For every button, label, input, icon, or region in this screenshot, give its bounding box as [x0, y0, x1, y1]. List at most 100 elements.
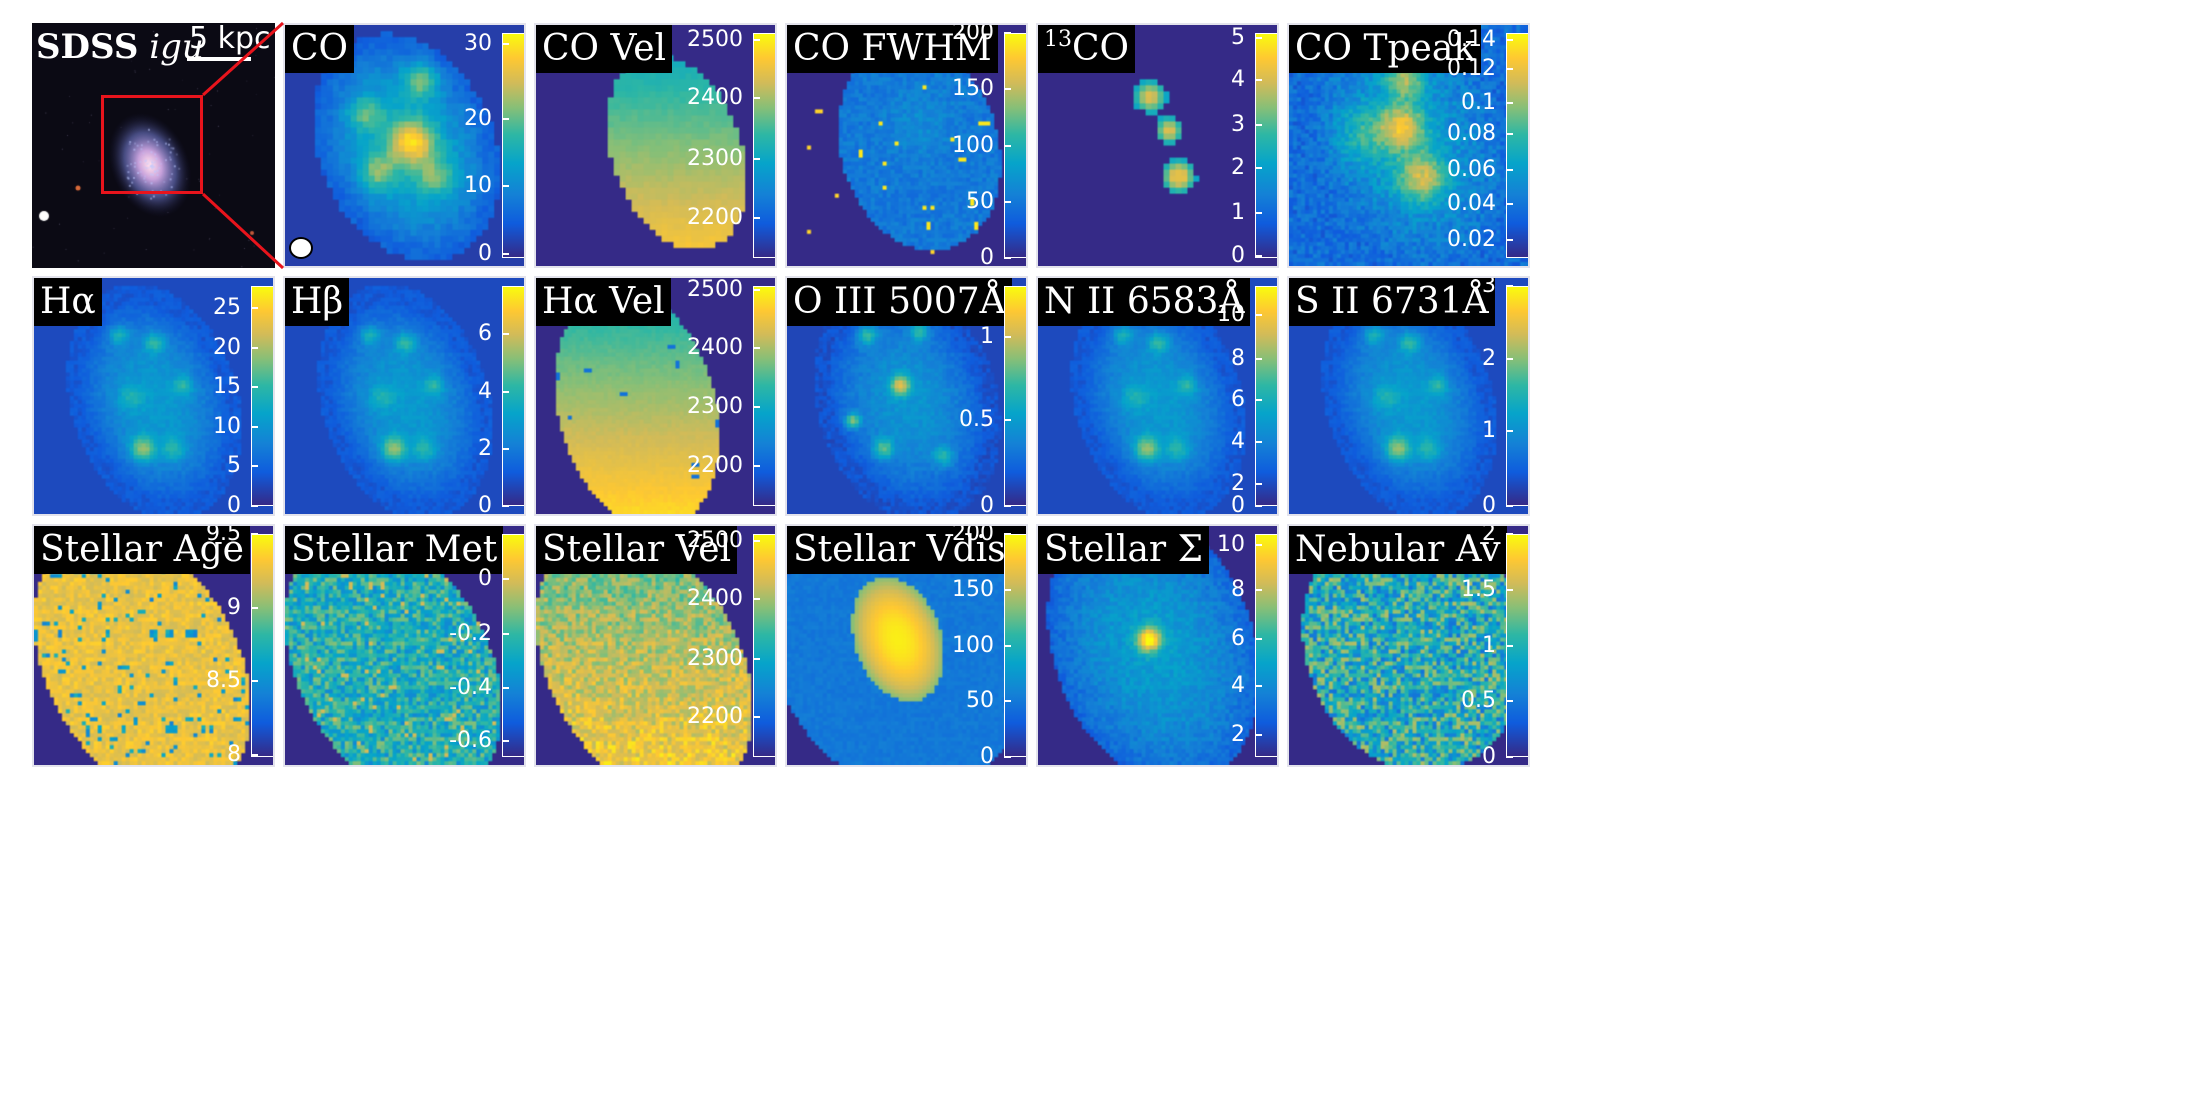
colorbar-tick: 2 [1231, 155, 1245, 180]
hbeta-colorbar [502, 286, 524, 506]
stellar-met-colorbar [502, 534, 524, 757]
colorbar-tick: 0 [1482, 493, 1496, 516]
colorbar-tick: 0 [980, 744, 994, 767]
colorbar-tick: 4 [478, 378, 492, 404]
colorbar-tick: 2 [1482, 524, 1496, 546]
colorbar-tick: 0.04 [1447, 191, 1496, 216]
colorbar-tick: 4 [1231, 429, 1245, 455]
colorbar-tick: 8.5 [206, 668, 241, 694]
oiii-colorbar [1004, 286, 1026, 506]
colorbar-tick: 0 [1231, 242, 1245, 268]
colorbar-tick: 8 [227, 741, 241, 767]
colorbar-tick: 6 [1231, 387, 1245, 413]
panel-co-fwhm: CO FWHM 200 150 100 50 0 [785, 23, 1028, 268]
panel-stellar-vdisp: Stellar Vdisp 200 150 100 50 0 [785, 524, 1028, 767]
colorbar-tick: 0.06 [1447, 157, 1496, 183]
co-fwhm-label: CO FWHM [787, 25, 998, 73]
colorbar-tick: 50 [966, 688, 994, 714]
colorbar-tick: 0 [980, 245, 994, 268]
colorbar-tick: 0.1 [1461, 89, 1496, 115]
nii-label: N II 6583Å [1038, 278, 1251, 326]
sii-label: S II 6731Å [1289, 278, 1495, 326]
halpha-vel-label: Hα Vel [536, 278, 671, 326]
colorbar-tick: 2200 [687, 703, 743, 729]
panel-halpha: Hα 25 20 15 10 5 0 [32, 276, 275, 516]
halpha-colorbar [251, 286, 273, 506]
stellar-age-label: Stellar Age [34, 526, 250, 574]
colorbar-tick: 2500 [687, 527, 743, 553]
colorbar-tick: 0.14 [1447, 26, 1496, 52]
colorbar-tick: 2400 [687, 334, 743, 360]
panel-co: CO 30 20 10 0 [283, 23, 526, 268]
colorbar-tick: 3 [1482, 276, 1496, 298]
scalebar [187, 57, 251, 61]
stellar-vel-colorbar [753, 534, 775, 757]
colorbar-tick: 9 [227, 594, 241, 620]
colorbar-tick: 6 [478, 321, 492, 347]
colorbar-tick: 0 [478, 240, 492, 266]
panel-13co: 13CO 5 4 3 2 1 0 [1036, 23, 1279, 268]
panel-stellar-sigma: Stellar Σ 10 8 6 4 2 [1036, 524, 1279, 767]
colorbar-tick: 2400 [687, 85, 743, 111]
stellar-sigma-label: Stellar Σ [1038, 526, 1210, 574]
colorbar-tick: 5 [1231, 24, 1245, 50]
colorbar-tick: 2 [1482, 345, 1496, 371]
colorbar-tick: 8 [1231, 576, 1245, 602]
panel-sdss: SDSS igu 5 kpc [32, 23, 275, 268]
colorbar-tick: 2200 [687, 453, 743, 479]
colorbar-tick: -0.4 [449, 674, 492, 700]
colorbar-tick: 0 [478, 493, 492, 516]
colorbar-tick: 1.5 [1461, 576, 1496, 602]
halpha-vel-colorbar [753, 286, 775, 506]
sdss-title: SDSS igu [36, 27, 204, 67]
stellar-met-label: Stellar Met [285, 526, 504, 574]
colorbar-tick: -0.2 [449, 621, 492, 647]
colorbar-tick: 200 [952, 23, 994, 45]
beam-ellipse [289, 237, 313, 259]
hbeta-label: Hβ [285, 278, 350, 326]
scalebar-label: 5 kpc [189, 23, 271, 56]
colorbar-tick: 2300 [687, 146, 743, 171]
colorbar-tick: 5 [227, 453, 241, 479]
co-vel-label: CO Vel [536, 25, 673, 73]
nii-colorbar [1255, 286, 1277, 506]
colorbar-tick: 6 [1231, 625, 1245, 651]
colorbar-tick: 0 [227, 493, 241, 516]
colorbar-tick: 150 [952, 576, 994, 602]
colorbar-tick: 150 [952, 76, 994, 102]
colorbar-tick: 8 [1231, 345, 1245, 371]
colorbar-tick: 0.02 [1447, 227, 1496, 252]
co-colorbar [502, 33, 524, 258]
colorbar-tick: 0.12 [1447, 56, 1496, 81]
colorbar-tick: 200 [952, 524, 994, 546]
colorbar-tick: 3 [1231, 112, 1245, 138]
colorbar-tick: 0 [1231, 493, 1245, 516]
colorbar-tick: 10 [213, 413, 241, 439]
colorbar-tick: 9.5 [206, 524, 241, 546]
13co-colorbar [1255, 33, 1277, 258]
colorbar-tick: 10 [1217, 301, 1245, 327]
stellar-vel-label: Stellar Vel [536, 526, 738, 574]
stellar-vdisp-label: Stellar Vdisp [787, 526, 1026, 574]
colorbar-tick: 0 [478, 565, 492, 591]
colorbar-tick: 25 [213, 295, 241, 320]
colorbar-tick: 30 [464, 31, 492, 57]
colorbar-tick: 0 [1482, 744, 1496, 767]
co-vel-colorbar [753, 33, 775, 258]
panel-halpha-vel: Hα Vel 2500 2400 2300 2200 [534, 276, 777, 516]
colorbar-tick: 2 [478, 435, 492, 461]
colorbar-tick: 1 [980, 323, 994, 349]
colorbar-tick: 1 [1482, 418, 1496, 444]
colorbar-tick: 2 [1231, 721, 1245, 747]
colorbar-tick: 1 [1231, 200, 1245, 225]
colorbar-tick: 0.5 [959, 407, 994, 433]
colorbar-tick: 2300 [687, 645, 743, 671]
colorbar-tick: -0.6 [449, 728, 492, 754]
panel-co-tpeak: CO Tpeak 0.14 0.12 0.1 0.08 0.06 0.04 0.02 [1287, 23, 1530, 268]
colorbar-tick: 2400 [687, 585, 743, 611]
panel-sii: S II 6731Å 3 2 1 0 [1287, 276, 1530, 516]
colorbar-tick: 0 [980, 493, 994, 516]
colorbar-tick: 20 [213, 334, 241, 360]
colorbar-tick: 0.5 [1461, 688, 1496, 714]
stellar-age-colorbar [251, 534, 273, 757]
